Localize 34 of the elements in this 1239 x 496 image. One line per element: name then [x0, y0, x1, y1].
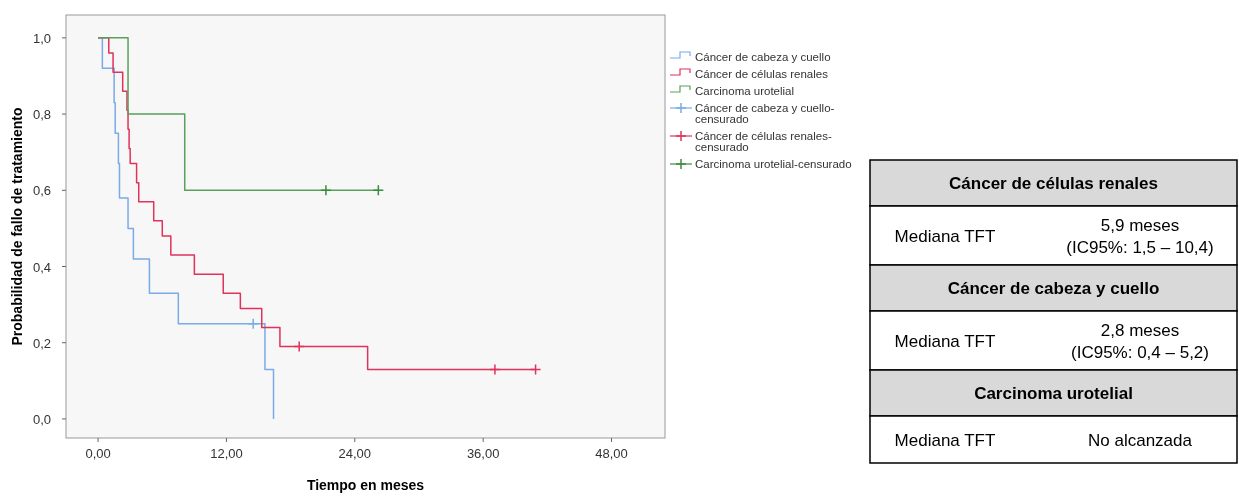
x-tick-label: 24,00	[338, 446, 372, 461]
y-axis-title: Probabilidad de fallo de tratamiento	[9, 107, 25, 346]
y-tick-label: 0,6	[32, 183, 52, 199]
x-axis-title: Tiempo en meses	[306, 477, 425, 493]
point	[293, 340, 305, 353]
legend-label: Cáncer de cabeza y cuello	[695, 51, 831, 63]
y-tick-label: 1,0	[32, 30, 52, 46]
text: No alcanzada	[1088, 430, 1193, 450]
y-tick-label: 0,8	[32, 107, 52, 123]
point	[320, 184, 332, 197]
legend-label: Carcinoma urotelial	[695, 85, 795, 97]
point	[529, 363, 542, 376]
text: Mediana TFT	[894, 226, 996, 246]
x-tick-label: 0,00	[85, 446, 111, 461]
point	[372, 184, 385, 197]
legend-label: Cáncer de células renales	[695, 68, 829, 80]
y-tick-label: 0,2	[32, 335, 52, 351]
x-tick-label: 36,00	[466, 446, 500, 461]
text: Mediana TFT	[894, 430, 996, 450]
text: 2,8 meses (IC95%: 0,4 – 5,2)	[1071, 320, 1209, 362]
text: Mediana TFT	[894, 331, 996, 351]
y-tick-label: 0,4	[32, 259, 52, 275]
text: Carcinoma urotelial	[974, 384, 1133, 403]
legend-label: Carcinoma urotelial-censurado	[695, 158, 852, 170]
text: Cáncer de células renales	[949, 174, 1158, 193]
x-tick-label: 12,00	[210, 446, 243, 461]
point	[489, 363, 501, 376]
text: 5,9 meses (IC95%: 1,5 – 10,4)	[1066, 215, 1214, 257]
text: Cáncer de cabeza y cuello	[947, 279, 1160, 298]
legend-label: Cáncer de cabeza y cuello-censurado	[695, 102, 835, 125]
legend-label: Cáncer de células renales-censurado	[695, 130, 832, 153]
point	[247, 317, 259, 330]
x-tick-label: 48,00	[595, 446, 628, 461]
y-tick-label: 0,0	[32, 411, 52, 427]
